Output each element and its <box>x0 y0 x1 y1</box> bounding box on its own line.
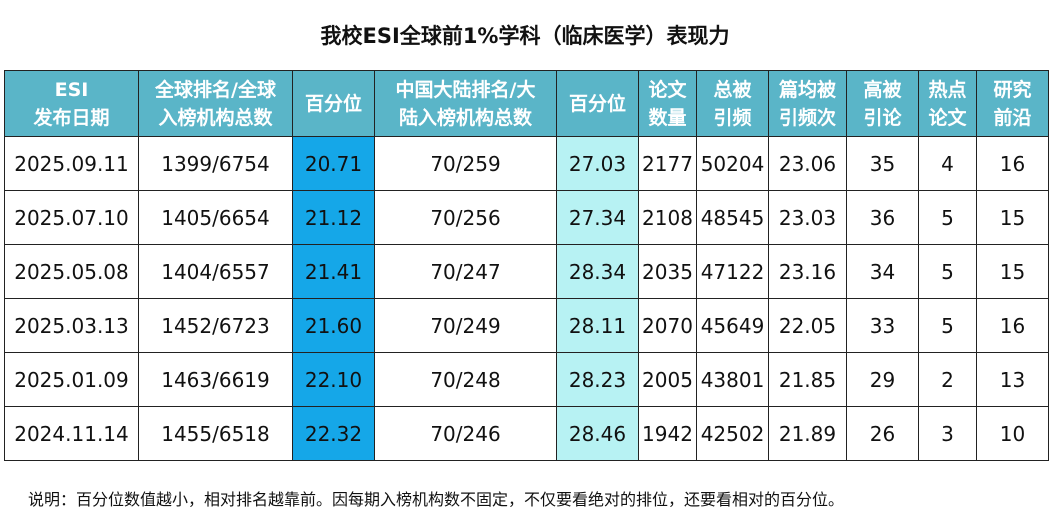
table-row: 2025.05.08 1404/6557 21.41 70/247 28.34 … <box>4 244 1049 299</box>
header-research-fronts: 研究 前沿 <box>976 70 1049 137</box>
cell-research-fronts: 16 <box>976 136 1049 191</box>
cell-citations: 47122 <box>696 244 769 299</box>
header-citations: 总被 引频 <box>696 70 769 137</box>
header-avg-citations: 篇均被 引频次 <box>768 70 847 137</box>
cell-avg-citations: 22.05 <box>768 298 847 353</box>
table-row: 2024.11.14 1455/6518 22.32 70/246 28.46 … <box>4 406 1049 461</box>
cell-papers: 1942 <box>638 406 697 461</box>
cell-cn-percentile: 28.34 <box>556 244 639 299</box>
header-global-percentile: 百分位 <box>292 70 375 137</box>
cell-hot-papers: 5 <box>918 244 977 299</box>
cell-global-percentile: 20.71 <box>292 136 375 191</box>
header-date: ESI 发布日期 <box>4 70 139 137</box>
cell-citations: 48545 <box>696 190 769 245</box>
cell-citations: 43801 <box>696 352 769 407</box>
cell-cn-percentile: 28.46 <box>556 406 639 461</box>
cell-research-fronts: 13 <box>976 352 1049 407</box>
cell-global-rank: 1455/6518 <box>138 406 293 461</box>
cell-global-percentile: 21.60 <box>292 298 375 353</box>
cell-highly-cited: 34 <box>846 244 919 299</box>
cell-date: 2025.05.08 <box>4 244 139 299</box>
header-papers: 论文 数量 <box>638 70 697 137</box>
header-cn-rank: 中国大陆排名/大 陆入榜机构总数 <box>374 70 557 137</box>
cell-citations: 45649 <box>696 298 769 353</box>
cell-global-rank: 1452/6723 <box>138 298 293 353</box>
cell-papers: 2035 <box>638 244 697 299</box>
cell-date: 2025.03.13 <box>4 298 139 353</box>
cell-global-percentile: 22.10 <box>292 352 375 407</box>
cell-highly-cited: 26 <box>846 406 919 461</box>
cell-date: 2025.09.11 <box>4 136 139 191</box>
cell-date: 2024.11.14 <box>4 406 139 461</box>
cell-cn-rank: 70/249 <box>374 298 557 353</box>
cell-avg-citations: 21.85 <box>768 352 847 407</box>
cell-hot-papers: 4 <box>918 136 977 191</box>
table-row: 2025.01.09 1463/6619 22.10 70/248 28.23 … <box>4 352 1049 407</box>
table-row: 2025.07.10 1405/6654 21.12 70/256 27.34 … <box>4 190 1049 245</box>
cell-global-rank: 1463/6619 <box>138 352 293 407</box>
cell-global-rank: 1405/6654 <box>138 190 293 245</box>
cell-highly-cited: 33 <box>846 298 919 353</box>
cell-date: 2025.07.10 <box>4 190 139 245</box>
esi-performance-table: ESI 发布日期 全球排名/全球 入榜机构总数 百分位 中国大陆排名/大 陆入榜… <box>4 70 1049 461</box>
cell-global-percentile: 21.41 <box>292 244 375 299</box>
cell-citations: 50204 <box>696 136 769 191</box>
table-row: 2025.03.13 1452/6723 21.60 70/249 28.11 … <box>4 298 1049 353</box>
cell-hot-papers: 5 <box>918 190 977 245</box>
cell-papers: 2005 <box>638 352 697 407</box>
cell-citations: 42502 <box>696 406 769 461</box>
cell-avg-citations: 23.06 <box>768 136 847 191</box>
cell-global-percentile: 22.32 <box>292 406 375 461</box>
cell-avg-citations: 23.16 <box>768 244 847 299</box>
cell-avg-citations: 23.03 <box>768 190 847 245</box>
cell-papers: 2108 <box>638 190 697 245</box>
cell-cn-percentile: 28.23 <box>556 352 639 407</box>
cell-cn-rank: 70/256 <box>374 190 557 245</box>
cell-papers: 2070 <box>638 298 697 353</box>
cell-cn-percentile: 27.03 <box>556 136 639 191</box>
header-cn-percentile: 百分位 <box>556 70 639 137</box>
cell-global-rank: 1399/6754 <box>138 136 293 191</box>
cell-hot-papers: 2 <box>918 352 977 407</box>
header-row: ESI 发布日期 全球排名/全球 入榜机构总数 百分位 中国大陆排名/大 陆入榜… <box>4 70 1049 137</box>
cell-cn-rank: 70/259 <box>374 136 557 191</box>
cell-cn-rank: 70/247 <box>374 244 557 299</box>
cell-research-fronts: 15 <box>976 190 1049 245</box>
cell-avg-citations: 21.89 <box>768 406 847 461</box>
cell-papers: 2177 <box>638 136 697 191</box>
header-global-rank: 全球排名/全球 入榜机构总数 <box>138 70 293 137</box>
cell-global-percentile: 21.12 <box>292 190 375 245</box>
header-hot-papers: 热点 论文 <box>918 70 977 137</box>
cell-research-fronts: 16 <box>976 298 1049 353</box>
cell-cn-rank: 70/248 <box>374 352 557 407</box>
cell-highly-cited: 29 <box>846 352 919 407</box>
cell-highly-cited: 36 <box>846 190 919 245</box>
cell-hot-papers: 5 <box>918 298 977 353</box>
cell-research-fronts: 15 <box>976 244 1049 299</box>
cell-research-fronts: 10 <box>976 406 1049 461</box>
cell-highly-cited: 35 <box>846 136 919 191</box>
header-highly-cited: 高被 引论 <box>846 70 919 137</box>
cell-date: 2025.01.09 <box>4 352 139 407</box>
table-row: 2025.09.11 1399/6754 20.71 70/259 27.03 … <box>4 136 1049 191</box>
cell-cn-rank: 70/246 <box>374 406 557 461</box>
table-title: 我校ESI全球前1%学科（临床医学）表现力 <box>320 24 730 48</box>
cell-hot-papers: 3 <box>918 406 977 461</box>
footnote: 说明：百分位数值越小，相对排名越靠前。因每期入榜机构数不固定，不仅要看绝对的排位… <box>28 490 845 509</box>
cell-global-rank: 1404/6557 <box>138 244 293 299</box>
cell-cn-percentile: 28.11 <box>556 298 639 353</box>
cell-cn-percentile: 27.34 <box>556 190 639 245</box>
